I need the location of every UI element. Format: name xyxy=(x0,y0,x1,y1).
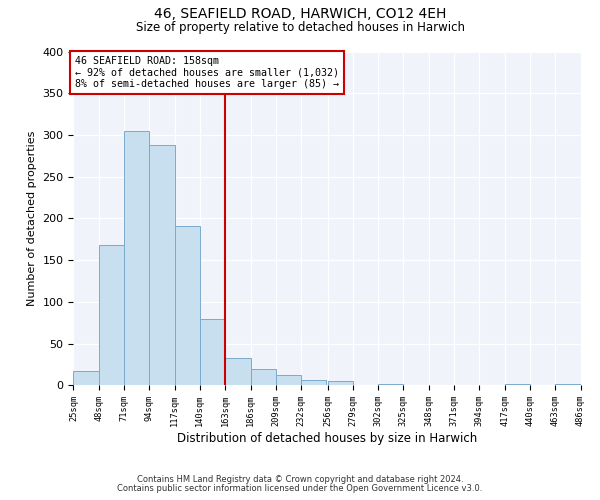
Bar xyxy=(328,381,353,385)
Bar xyxy=(225,358,251,385)
X-axis label: Distribution of detached houses by size in Harwich: Distribution of detached houses by size … xyxy=(177,432,477,445)
Bar xyxy=(301,380,326,385)
Bar xyxy=(149,145,175,385)
Text: Contains HM Land Registry data © Crown copyright and database right 2024.: Contains HM Land Registry data © Crown c… xyxy=(137,475,463,484)
Bar xyxy=(99,245,124,385)
Text: 46, SEAFIELD ROAD, HARWICH, CO12 4EH: 46, SEAFIELD ROAD, HARWICH, CO12 4EH xyxy=(154,8,446,22)
Bar xyxy=(378,384,403,385)
Bar xyxy=(124,131,149,385)
Text: Contains public sector information licensed under the Open Government Licence v3: Contains public sector information licen… xyxy=(118,484,482,493)
Text: Size of property relative to detached houses in Harwich: Size of property relative to detached ho… xyxy=(136,21,464,34)
Bar xyxy=(505,384,530,385)
Text: 46 SEAFIELD ROAD: 158sqm
← 92% of detached houses are smaller (1,032)
8% of semi: 46 SEAFIELD ROAD: 158sqm ← 92% of detach… xyxy=(74,56,338,89)
Bar xyxy=(200,320,225,385)
Bar xyxy=(73,371,99,385)
Y-axis label: Number of detached properties: Number of detached properties xyxy=(27,130,37,306)
Bar xyxy=(276,375,301,385)
Bar xyxy=(175,226,200,385)
Bar xyxy=(555,384,581,385)
Bar xyxy=(251,368,276,385)
